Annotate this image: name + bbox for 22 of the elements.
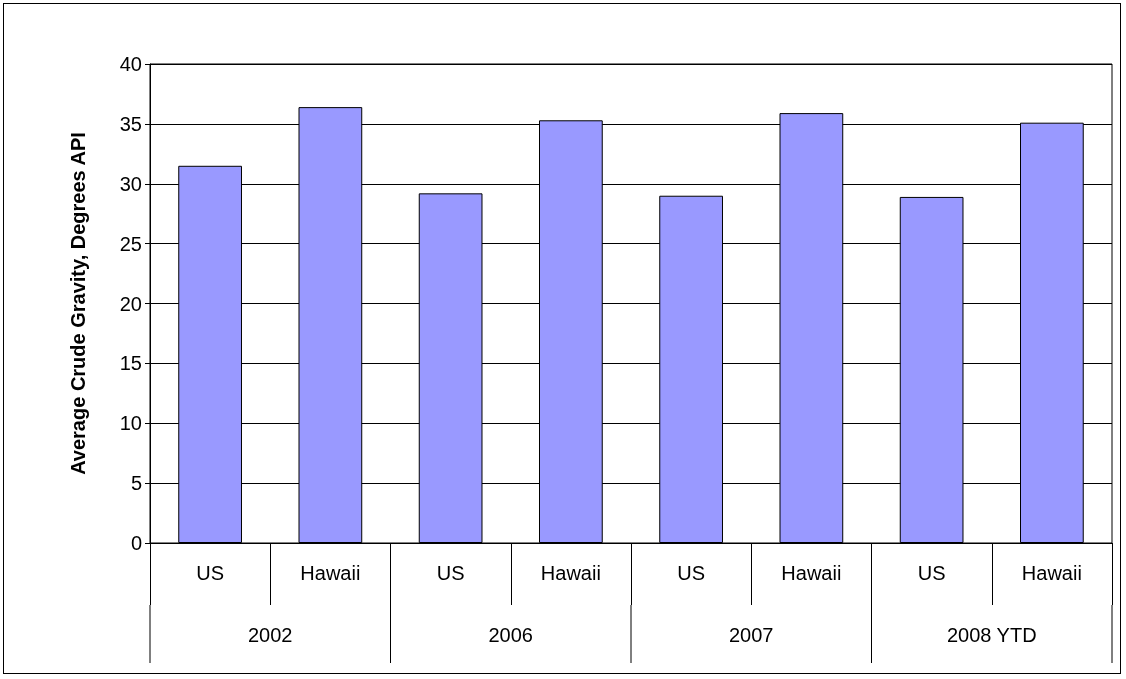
y-tick-label: 40 (119, 53, 142, 75)
y-tick-label: 10 (119, 412, 142, 435)
y-tick-label: 5 (130, 472, 142, 495)
x-tick-label: US (677, 562, 706, 584)
y-tick-label: 15 (119, 352, 142, 375)
x-tick-label: US (196, 562, 225, 584)
y-tick-label: 35 (119, 112, 142, 135)
x-tick-label: Hawaii (300, 562, 361, 584)
x-tick-label: US (436, 562, 465, 584)
y-tick-label: 0 (130, 532, 142, 554)
x-tick-label: Hawaii (540, 562, 601, 584)
y-tick-label: 20 (119, 292, 142, 315)
text: 2008 YTD (946, 624, 1037, 646)
y-axis-title: Average Crude Gravity, Degrees API (67, 132, 89, 475)
text: 2002 (248, 624, 293, 646)
text: 2007 (729, 624, 774, 646)
y-tick-label: 30 (119, 172, 142, 195)
x-tick-label: Hawaii (781, 562, 842, 584)
text: 2006 (488, 624, 533, 646)
x-tick-label: Hawaii (1021, 562, 1082, 584)
x-tick-label: US (917, 562, 946, 584)
y-tick-label: 25 (119, 232, 142, 255)
